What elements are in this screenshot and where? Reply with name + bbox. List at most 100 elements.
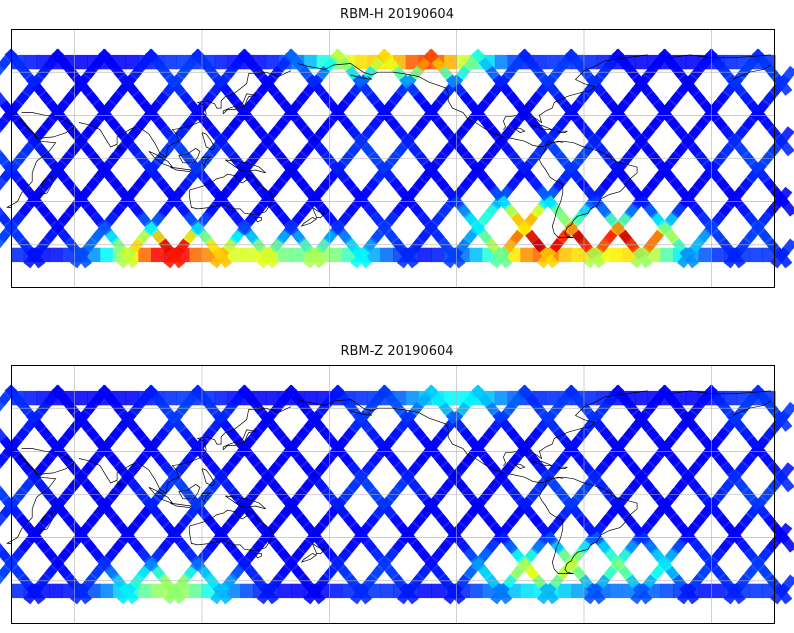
track-segment: [119, 247, 139, 269]
track-segment: [399, 583, 419, 605]
track-segment: [772, 247, 793, 269]
coastline: [116, 481, 123, 487]
coverage-cell: [265, 390, 279, 406]
coverage-cell: [431, 583, 445, 599]
coastline: [530, 125, 553, 131]
coastline: [178, 483, 201, 500]
coverage-cell: [189, 247, 203, 263]
track-segment: [445, 583, 466, 605]
coverage-cell: [571, 247, 585, 263]
coverage-cell: [151, 583, 165, 599]
coverage-cell: [711, 583, 725, 599]
track-segment: [679, 247, 699, 269]
coverage-cell: [634, 54, 649, 70]
coverage-cell: [660, 247, 674, 263]
coastline: [312, 543, 326, 554]
coastline: [201, 468, 216, 487]
coverage-cell: [214, 54, 228, 70]
coverage-cell: [724, 390, 738, 406]
coverage-cell: [520, 247, 534, 263]
coastline: [201, 132, 216, 151]
track-segment: [352, 247, 373, 269]
track-segment: [585, 583, 606, 605]
coverage-cell: [584, 54, 598, 70]
coverage-cell: [265, 54, 279, 70]
coastline: [530, 461, 553, 467]
track-segment: [772, 74, 793, 96]
coastline: [78, 122, 139, 148]
coverage-cell: [100, 583, 114, 599]
coastline: [138, 406, 292, 494]
coverage-cell: [163, 390, 178, 406]
coverage-cell: [100, 247, 114, 263]
track-segment: [259, 247, 279, 269]
track-segment: [0, 169, 13, 191]
track-segment: [632, 247, 653, 269]
coastline: [222, 429, 256, 451]
coverage-cell: [380, 247, 394, 263]
coastlines: [6, 54, 771, 238]
coverage-cell: [431, 247, 445, 263]
coverage-cell: [303, 54, 318, 70]
coastline: [503, 406, 596, 466]
coverage-cell: [469, 247, 483, 263]
coverage-cell: [49, 247, 63, 263]
coverage-cell: [749, 247, 763, 263]
coastline: [116, 145, 123, 151]
coverage-cell: [545, 54, 560, 70]
coverage-cell: [494, 390, 509, 406]
track-segment: [25, 247, 46, 269]
coverage-cell: [660, 583, 674, 599]
coverage-cell: [278, 247, 292, 263]
track-segment: [305, 247, 326, 269]
coverage-cell: [520, 583, 534, 599]
coastline: [503, 70, 596, 130]
coverage-cell: [151, 247, 165, 263]
track-segment: [0, 505, 13, 527]
coverage-cell: [584, 390, 598, 406]
coverage-cell: [240, 583, 254, 599]
track-segment: [726, 583, 746, 605]
panel-title-rbm-z: RBM-Z 20190604: [340, 344, 454, 359]
track-segment: [772, 583, 793, 605]
track-segment: [445, 247, 466, 269]
track-segment: [0, 393, 11, 412]
coverage-cell: [634, 390, 649, 406]
coverage-cell: [163, 54, 178, 70]
coastline: [297, 63, 563, 148]
coastline: [138, 70, 292, 158]
map-frame-border: [11, 29, 775, 288]
coverage-cell: [354, 390, 369, 406]
track-segment: [72, 247, 93, 269]
coverage-cell: [214, 390, 228, 406]
coastline: [201, 156, 212, 167]
coverage-cell: [469, 583, 483, 599]
coastline: [668, 54, 771, 59]
coverage-cell: [380, 583, 394, 599]
track-segment: [0, 453, 8, 470]
track-segment: [0, 117, 8, 134]
track-segment: [165, 583, 186, 605]
track-segment: [777, 531, 794, 553]
coastline: [170, 166, 193, 172]
coverage-cell: [354, 54, 369, 70]
coastline: [297, 399, 563, 484]
track-segment: [539, 583, 559, 605]
panel-title-rbm-h: RBM-H 20190604: [340, 7, 454, 22]
coverage-cell: [303, 390, 318, 406]
track-segment: [259, 583, 279, 605]
coastline: [350, 74, 372, 80]
track-segment: [775, 470, 794, 493]
track-segment: [775, 134, 794, 157]
coverage-cell: [405, 54, 419, 70]
coverage-cell: [711, 247, 725, 263]
track-segment: [492, 583, 513, 605]
coastline: [732, 400, 771, 416]
coverage-cell: [418, 247, 432, 263]
coastline: [19, 112, 76, 139]
coastline: [312, 207, 326, 218]
coastline: [513, 127, 526, 133]
coastline: [300, 217, 318, 227]
coverage-cell: [418, 583, 432, 599]
coverage-cell: [138, 247, 152, 263]
